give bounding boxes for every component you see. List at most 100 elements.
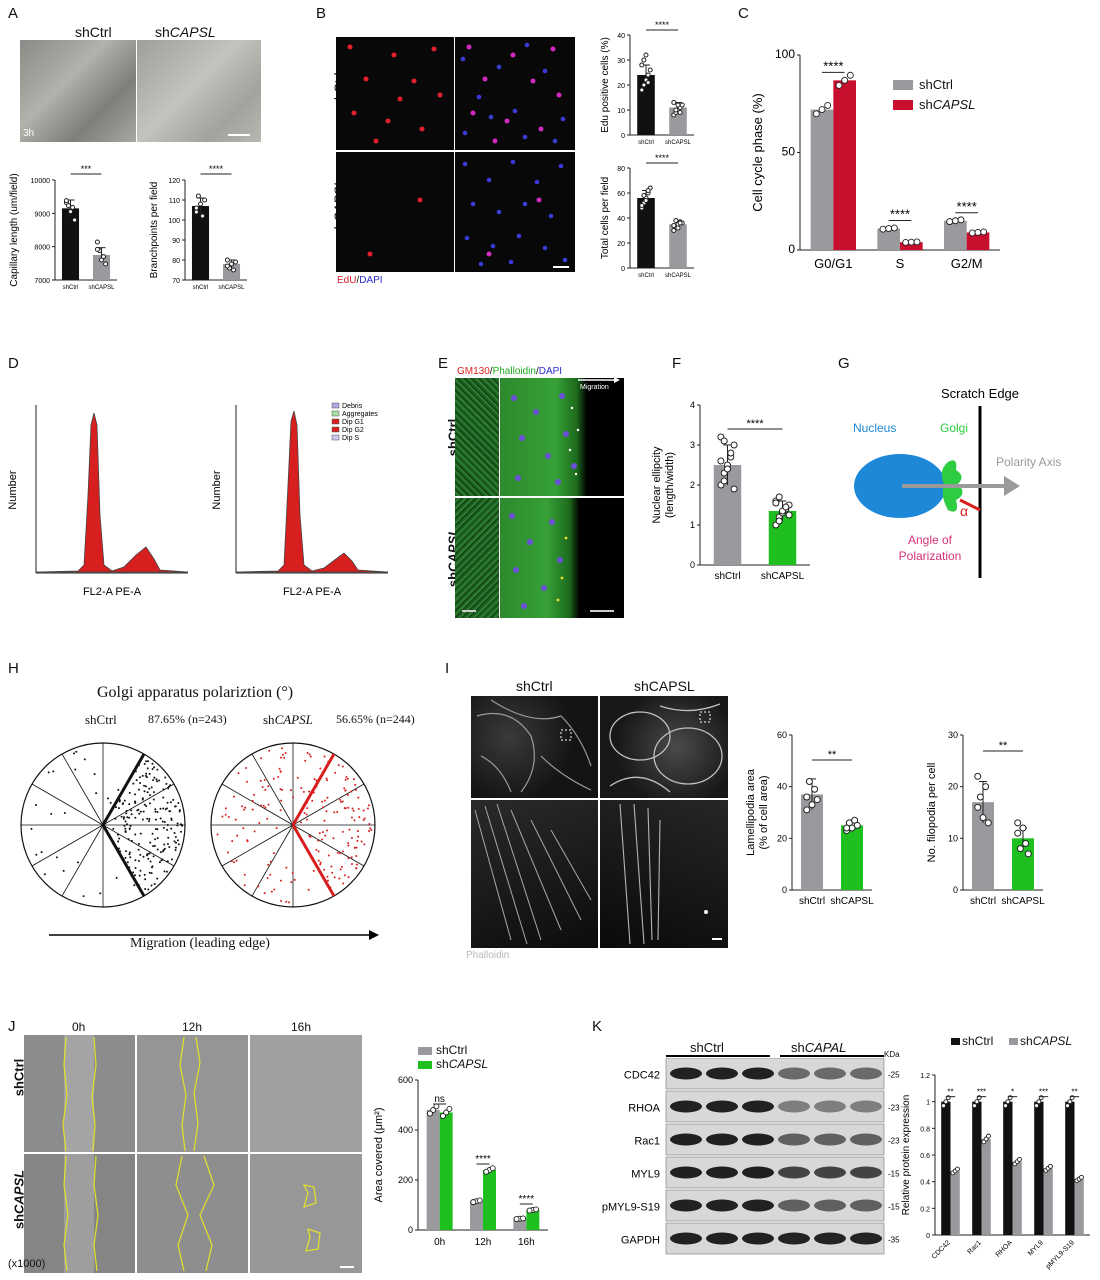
data-point: [643, 52, 649, 58]
blot-band: [850, 1166, 882, 1179]
y-tick-label: 60: [777, 730, 787, 740]
rose-point: [326, 779, 329, 782]
rose-point: [152, 845, 155, 848]
data-point: [677, 220, 683, 226]
rose-point: [336, 810, 339, 813]
data-point: [803, 806, 811, 814]
data-point: [803, 793, 811, 801]
rose-point: [146, 817, 149, 820]
data-point: [946, 218, 954, 226]
rose-point: [145, 804, 148, 807]
data-point: [941, 1103, 946, 1109]
rose-point: [319, 767, 322, 770]
rose-point: [347, 844, 350, 847]
rose-point: [117, 807, 120, 810]
data-point: [1005, 1099, 1011, 1105]
rose-point: [293, 878, 296, 881]
rose-point: [253, 793, 256, 796]
data-point: [730, 485, 738, 493]
rose-point: [144, 878, 147, 881]
rose-point: [137, 883, 140, 886]
rose-point: [118, 799, 121, 802]
rose-point: [216, 833, 219, 836]
k-legend-kd-swatch: [1009, 1038, 1018, 1045]
b-scale-bar: [553, 266, 569, 268]
rose-point: [280, 899, 283, 902]
rose-boundary: [101, 753, 146, 826]
rose-point: [116, 833, 119, 836]
rose-point: [134, 866, 137, 869]
rose-point: [357, 796, 360, 799]
rose-point: [167, 787, 170, 790]
rose-point: [128, 851, 131, 854]
a-time-label: 3h: [23, 128, 35, 139]
blot-protein-label: RHOA: [628, 1103, 660, 1115]
rose-point: [154, 808, 157, 811]
y-tick-label: 10: [948, 833, 958, 843]
blot-row: [665, 1222, 885, 1255]
data-point: [853, 821, 861, 829]
rose-point: [139, 810, 142, 813]
x-tick-label: shCAPSL: [761, 571, 805, 582]
y-tick-label: 0: [621, 133, 625, 140]
blot-size-label: -25: [888, 1071, 900, 1080]
y-axis-label: Nuclear ellipcity(length/width): [651, 446, 676, 524]
x-tick-label: MYL9: [1027, 1239, 1045, 1257]
rose-point: [244, 806, 247, 809]
y-axis-label: Area covered (μm²): [373, 1108, 385, 1203]
rose-point: [251, 799, 254, 802]
rose-point: [327, 760, 330, 763]
rose-point: [344, 789, 347, 792]
rose-point: [367, 829, 370, 832]
data-point: [943, 1099, 949, 1105]
rose-point: [109, 801, 112, 804]
rose-point: [308, 834, 311, 837]
y-tick-label: 0: [926, 1233, 930, 1240]
rose-point: [148, 802, 151, 805]
rose-point: [331, 871, 334, 874]
bar: [1003, 1101, 1013, 1235]
rose-point: [52, 770, 55, 773]
rose-point: [134, 770, 137, 773]
data-point: [70, 204, 76, 210]
rose-point: [118, 800, 121, 803]
y-tick-label: 40: [777, 782, 787, 792]
chart-i2: 0 10 20 30 shCtrl shCAPSL ** No. filopodia per …: [926, 730, 1045, 907]
blot-band: [850, 1232, 882, 1245]
y-tick-label: 20: [617, 241, 625, 248]
rose-point: [224, 813, 227, 816]
blot-band: [778, 1067, 810, 1080]
sig-label: ****: [957, 199, 977, 214]
data-point: [101, 254, 107, 260]
k-legend-ctrl-swatch: [951, 1038, 960, 1045]
data-point: [103, 261, 109, 267]
rose-point: [347, 857, 350, 860]
y-tick-label: 600: [398, 1075, 413, 1085]
rose-point: [112, 841, 115, 844]
rose-point: [99, 892, 102, 895]
j-legend-kd: shCAPSL: [436, 1057, 489, 1071]
rose-point: [129, 824, 132, 827]
bar: [439, 1112, 453, 1230]
sig-label: ****: [519, 1194, 535, 1205]
rose-point: [280, 799, 283, 802]
y-tick-label: 9000: [34, 211, 50, 218]
rose-point: [130, 839, 133, 842]
g-nucleus-label: Nucleus: [853, 421, 896, 435]
x-tick-label: shCtrl: [638, 273, 654, 279]
y-tick-label: 100: [775, 47, 795, 61]
rose-point: [272, 777, 275, 780]
data-point: [879, 225, 887, 233]
rose-point: [370, 828, 373, 831]
data-point: [974, 772, 982, 780]
y-tick-label: 40: [617, 33, 625, 40]
y-tick-label: 2: [690, 480, 695, 490]
x-tick-label: 0h: [434, 1237, 445, 1248]
blot-band: [670, 1100, 702, 1113]
rose-point: [151, 865, 154, 868]
rose-point: [147, 888, 150, 891]
data-point: [890, 224, 898, 232]
rose-point: [355, 846, 358, 849]
data-point: [724, 465, 731, 473]
rose-point: [134, 793, 137, 796]
